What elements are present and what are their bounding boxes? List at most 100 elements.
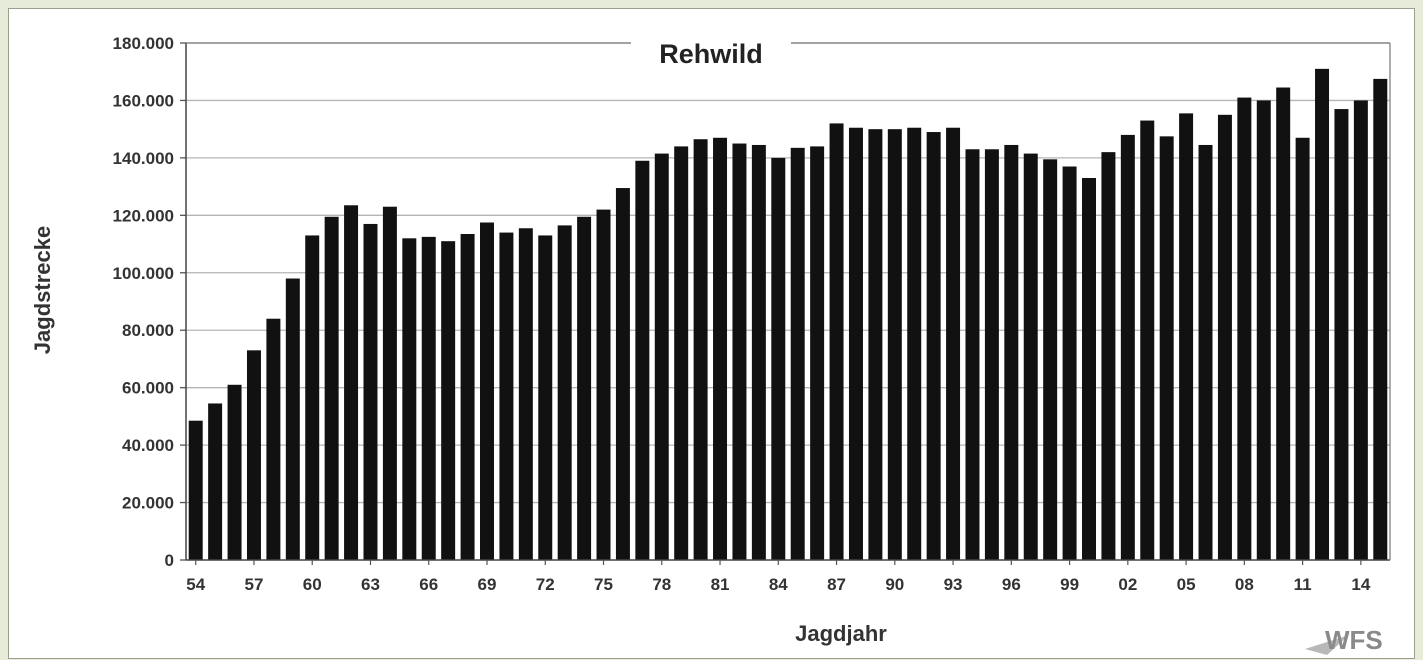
bar <box>480 222 494 560</box>
bar <box>790 147 805 560</box>
bar <box>829 123 844 561</box>
title-background <box>631 31 791 71</box>
x-tick-label: 57 <box>245 575 264 594</box>
y-tick-label: 0 <box>165 551 174 570</box>
bar <box>615 188 630 561</box>
x-tick-label: 54 <box>186 575 205 594</box>
bar <box>1315 68 1330 560</box>
bar <box>713 137 728 560</box>
logo-text: WFS <box>1325 625 1383 655</box>
bar <box>1101 152 1116 560</box>
bar <box>674 146 689 560</box>
x-tick-label: 08 <box>1235 575 1254 594</box>
bar <box>460 234 475 560</box>
bar <box>246 350 261 560</box>
x-tick-label: 90 <box>885 575 904 594</box>
x-tick-label: 84 <box>769 575 788 594</box>
bar <box>635 160 650 560</box>
bar <box>1373 78 1388 561</box>
bar <box>771 157 786 560</box>
bar <box>188 420 203 560</box>
bar <box>1256 100 1271 560</box>
bar <box>1043 159 1058 560</box>
bar <box>382 206 397 560</box>
bar <box>596 209 611 560</box>
x-tick-label: 14 <box>1351 575 1370 594</box>
x-tick-label: 81 <box>711 575 730 594</box>
bar <box>848 127 863 560</box>
bar <box>1062 166 1077 560</box>
bar <box>402 238 417 560</box>
x-tick-label: 93 <box>944 575 963 594</box>
bar <box>926 132 941 560</box>
x-tick-label: 96 <box>1002 575 1021 594</box>
chart-title: Rehwild <box>659 39 763 69</box>
x-tick-label: 78 <box>652 575 671 594</box>
bar <box>1159 136 1174 560</box>
bar <box>266 318 281 560</box>
bar <box>1120 134 1135 560</box>
bar <box>305 235 320 560</box>
bar <box>285 278 300 560</box>
bar <box>499 232 514 560</box>
bar <box>1237 97 1252 560</box>
bar <box>1082 177 1096 561</box>
bar <box>227 384 242 560</box>
bar <box>1198 144 1213 560</box>
x-tick-label: 05 <box>1177 575 1196 594</box>
bar <box>421 236 436 561</box>
bar <box>1140 120 1155 561</box>
y-tick-label: 20.000 <box>122 494 174 513</box>
y-tick-label: 140.000 <box>113 149 174 168</box>
bar <box>518 228 533 560</box>
bar <box>965 149 980 560</box>
bar <box>1295 137 1310 560</box>
x-tick-label: 99 <box>1060 575 1079 594</box>
bar <box>654 153 669 560</box>
x-tick-label: 87 <box>827 575 846 594</box>
bar <box>577 216 592 560</box>
chart-frame: 0 20.000 40.000 60.000 80.000 100.000 120.000 1… <box>8 8 1415 659</box>
bar <box>538 235 553 560</box>
x-axis-title: Jagdjahr <box>795 621 887 646</box>
x-tick-label: 60 <box>303 575 322 594</box>
bars <box>188 68 1388 561</box>
y-tick-label: 120.000 <box>113 206 174 225</box>
bar <box>1179 113 1194 561</box>
bar <box>344 205 359 560</box>
y-axis-title: Jagdstrecke <box>30 226 55 354</box>
bar <box>1276 87 1291 561</box>
y-tick-label: 60.000 <box>122 379 174 398</box>
bar <box>868 129 883 561</box>
bar <box>363 223 378 560</box>
wfs-logo-icon: WFS <box>1305 625 1383 655</box>
bar <box>693 139 708 560</box>
x-tick-label: 69 <box>478 575 497 594</box>
x-tick-label: 63 <box>361 575 380 594</box>
x-tick-label: 75 <box>594 575 613 594</box>
bar <box>732 143 747 560</box>
y-tick-label: 160.000 <box>113 91 174 110</box>
x-tick-label: 72 <box>536 575 555 594</box>
bar <box>1004 144 1019 560</box>
bar <box>907 127 922 560</box>
y-tick-label: 100.000 <box>113 264 174 283</box>
bar <box>751 144 766 560</box>
axes <box>180 42 1391 565</box>
y-tick-label: 40.000 <box>122 436 174 455</box>
bar <box>984 149 999 560</box>
logo-swoosh <box>1305 635 1349 655</box>
bar <box>1353 100 1368 560</box>
bar <box>557 225 572 560</box>
bar <box>810 146 825 560</box>
bar-chart: 0 20.000 40.000 60.000 80.000 100.000 120.000 1… <box>30 31 1391 655</box>
x-tick-label: 02 <box>1118 575 1137 594</box>
bar <box>208 403 223 560</box>
y-tick-label: 80.000 <box>122 321 174 340</box>
bar <box>441 241 456 560</box>
bar <box>324 216 339 560</box>
x-tick-label: 66 <box>419 575 438 594</box>
bar <box>1217 114 1232 560</box>
y-tick-label: 180.000 <box>113 34 174 53</box>
x-tick-labels: 54 57 60 63 66 69 72 75 78 81 84 87 90 93 96 99 02 05 08 11… <box>186 575 1371 594</box>
